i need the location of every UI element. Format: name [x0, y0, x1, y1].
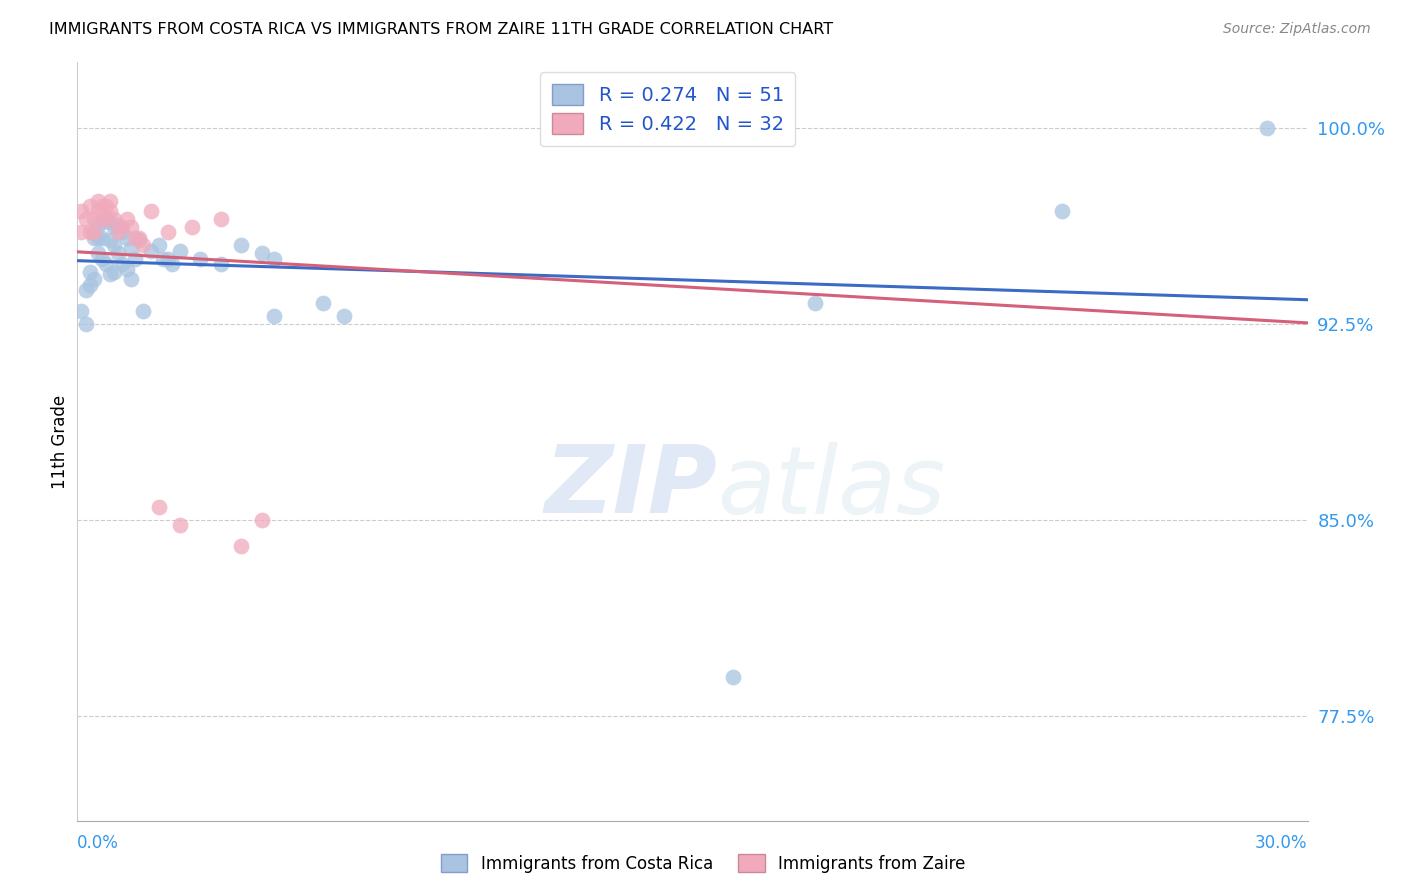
Point: [75, 317, 97, 331]
Point: [75, 283, 97, 297]
Point: [103, 238, 125, 252]
Point: [94, 212, 117, 227]
Point: [156, 252, 179, 266]
Point: [181, 220, 204, 235]
Text: IMMIGRANTS FROM COSTA RICA VS IMMIGRANTS FROM ZAIRE 11TH GRADE CORRELATION CHART: IMMIGRANTS FROM COSTA RICA VS IMMIGRANTS…: [49, 22, 834, 37]
Point: [111, 257, 134, 271]
Point: [804, 296, 827, 310]
Point: [132, 238, 155, 252]
Point: [98, 215, 121, 229]
Point: [231, 539, 253, 553]
Point: [132, 303, 155, 318]
Point: [79, 199, 101, 213]
Point: [107, 226, 129, 240]
Point: [111, 226, 134, 240]
Point: [209, 257, 232, 271]
Point: [128, 233, 150, 247]
Point: [120, 272, 142, 286]
Point: [70, 226, 93, 240]
Text: atlas: atlas: [717, 442, 945, 533]
Point: [90, 252, 114, 266]
Text: 0.0%: 0.0%: [77, 834, 120, 852]
Point: [124, 230, 146, 244]
Point: [103, 220, 125, 235]
Point: [70, 204, 93, 219]
Point: [87, 246, 110, 260]
Point: [231, 238, 253, 252]
Point: [1050, 204, 1073, 219]
Point: [94, 199, 117, 213]
Point: [83, 272, 105, 286]
Legend: R = 0.274   N = 51, R = 0.422   N = 32: R = 0.274 N = 51, R = 0.422 N = 32: [540, 72, 796, 145]
Point: [90, 230, 114, 244]
Point: [98, 194, 121, 208]
Point: [120, 220, 142, 235]
Point: [263, 252, 285, 266]
Point: [156, 226, 179, 240]
Point: [103, 264, 125, 278]
Point: [148, 500, 170, 514]
Point: [250, 513, 273, 527]
Point: [312, 296, 335, 310]
Point: [90, 215, 114, 229]
Point: [98, 233, 121, 247]
Point: [107, 218, 129, 232]
Point: [90, 212, 114, 227]
Point: [87, 230, 110, 244]
Point: [83, 226, 105, 240]
Point: [160, 257, 183, 271]
Text: ZIP: ZIP: [544, 441, 717, 533]
Point: [169, 518, 191, 533]
Point: [209, 212, 232, 227]
Point: [120, 241, 142, 255]
Legend: Immigrants from Costa Rica, Immigrants from Zaire: Immigrants from Costa Rica, Immigrants f…: [434, 847, 972, 880]
Y-axis label: 11th Grade: 11th Grade: [51, 394, 69, 489]
Point: [169, 244, 191, 258]
Point: [87, 194, 110, 208]
Point: [103, 212, 125, 227]
Point: [70, 303, 93, 318]
Point: [94, 212, 117, 227]
Point: [128, 230, 150, 244]
Text: 30.0%: 30.0%: [1256, 834, 1308, 852]
Point: [141, 204, 163, 219]
Point: [79, 277, 101, 292]
Point: [79, 226, 101, 240]
Point: [83, 226, 105, 240]
Point: [98, 204, 121, 219]
Point: [111, 220, 134, 235]
Point: [723, 120, 745, 135]
Point: [75, 212, 97, 227]
Point: [87, 204, 110, 219]
Point: [98, 267, 121, 281]
Point: [250, 246, 273, 260]
Point: [141, 244, 163, 258]
Text: Source: ZipAtlas.com: Source: ZipAtlas.com: [1223, 22, 1371, 37]
Point: [124, 252, 146, 266]
Point: [115, 230, 138, 244]
Point: [152, 252, 174, 266]
Point: [263, 309, 285, 323]
Point: [83, 212, 105, 227]
Point: [79, 264, 101, 278]
Point: [94, 257, 117, 271]
Point: [107, 246, 129, 260]
Point: [83, 230, 105, 244]
Point: [87, 218, 110, 232]
Point: [90, 199, 114, 213]
Point: [188, 252, 212, 266]
Point: [1256, 120, 1278, 135]
Point: [723, 670, 745, 684]
Point: [333, 309, 356, 323]
Point: [115, 212, 138, 227]
Point: [115, 262, 138, 277]
Point: [148, 238, 170, 252]
